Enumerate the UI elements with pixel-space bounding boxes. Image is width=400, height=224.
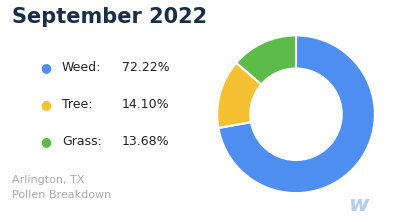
Text: ●: ● [40, 61, 51, 74]
Text: Weed:: Weed: [62, 61, 101, 74]
Text: Arlington, TX
Pollen Breakdown: Arlington, TX Pollen Breakdown [12, 175, 111, 200]
Text: Grass:: Grass: [62, 135, 102, 148]
Text: w: w [348, 195, 368, 215]
Wedge shape [236, 35, 296, 84]
Text: 13.68%: 13.68% [122, 135, 170, 148]
Text: ●: ● [40, 135, 51, 148]
Text: ●: ● [40, 98, 51, 111]
Text: 72.22%: 72.22% [122, 61, 170, 74]
Text: September 2022: September 2022 [12, 7, 207, 27]
Wedge shape [217, 63, 261, 128]
Text: 14.10%: 14.10% [122, 98, 170, 111]
Text: Tree:: Tree: [62, 98, 92, 111]
Wedge shape [218, 35, 375, 193]
